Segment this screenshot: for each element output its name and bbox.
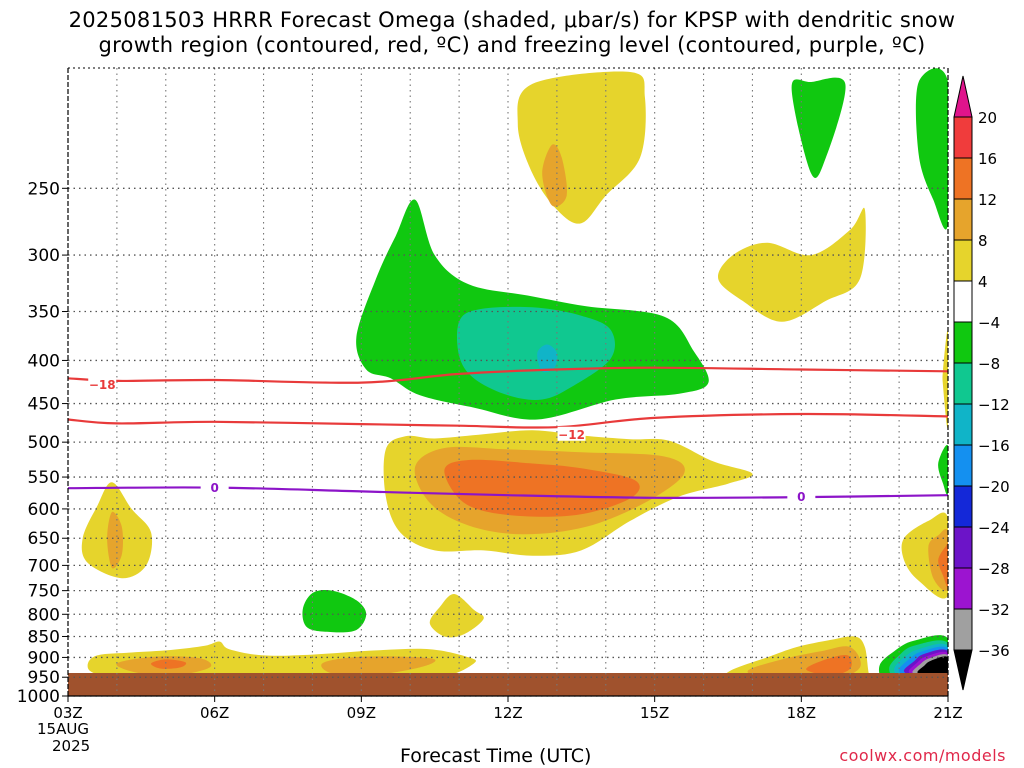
credit-text: coolwx.com/models (839, 746, 1006, 765)
colorbar-label: −16 (978, 437, 1010, 455)
chart-title-line2: growth region (contoured, red, ºC) and f… (98, 33, 926, 57)
x-tick-label: 09Z (347, 704, 376, 722)
y-tick-label: 250 (28, 179, 60, 199)
contour-label: 0 (797, 490, 805, 504)
y-axis-ticks: 2503003504004505005506006507007508008509… (17, 179, 68, 707)
colorbar-label: 4 (978, 273, 988, 291)
contour-labels: −18 −12 0 0 (88, 377, 816, 504)
x-tick-label: 15Z (640, 704, 669, 722)
contour-label: 0 (210, 481, 218, 495)
omega-region-neg4 (915, 68, 948, 230)
colorbar-label: 16 (978, 150, 997, 168)
y-tick-label: 950 (28, 668, 60, 688)
omega-region-8 (107, 511, 123, 569)
colorbar-label: −36 (978, 642, 1010, 660)
x-tick-label: 21Z (933, 704, 962, 722)
omega-region-12 (444, 459, 640, 517)
contour-label-bg (200, 480, 229, 495)
y-tick-label: 800 (28, 605, 60, 625)
colorbar-label: −32 (978, 601, 1010, 619)
colorbar-swatch (953, 526, 973, 569)
omega-region-12 (151, 659, 187, 669)
y-tick-label: 850 (28, 627, 60, 647)
omega-region-8 (542, 144, 568, 207)
y-tick-label: 900 (28, 648, 60, 668)
colorbar-label: −8 (978, 355, 1000, 373)
colorbar-label: −24 (978, 519, 1010, 537)
date-label-year: 2025 (52, 737, 91, 755)
omega-region-12 (806, 654, 852, 676)
contour-label: −12 (558, 428, 585, 442)
date-label-day: 15AUG (37, 720, 89, 738)
omega-region-4 (942, 330, 948, 429)
colorbar-label: 20 (978, 109, 997, 127)
colorbar-swatch (953, 567, 973, 610)
omega-region-neg4 (302, 590, 367, 633)
contour-line-neg18 (68, 366, 948, 384)
contour-label-bg (787, 489, 816, 504)
colorbar-swatch (953, 198, 973, 241)
colorbar-top-triangle (953, 75, 973, 118)
x-tick-label: 12Z (493, 704, 522, 722)
colorbar-swatch (953, 157, 973, 200)
omega-region-neg4 (791, 77, 846, 178)
x-axis-ticks: 03Z 06Z 09Z 12Z 15Z 18Z 21Z (53, 696, 963, 722)
omega-region-neg12 (537, 344, 558, 373)
grid-lines (68, 68, 948, 697)
y-tick-label: 350 (28, 303, 60, 323)
y-tick-label: 650 (28, 529, 60, 549)
colorbar-swatch (953, 403, 973, 446)
y-tick-label: 750 (28, 582, 60, 602)
chart-title-line1: 2025081503 HRRR Forecast Omega (shaded, … (68, 8, 956, 32)
omega-region-neg8 (456, 306, 615, 400)
contour-label-bg (557, 426, 586, 441)
colorbar-swatch (953, 280, 973, 323)
colorbar-label: −20 (978, 478, 1010, 496)
colorbar-label: −12 (978, 396, 1010, 414)
colorbar-label: −28 (978, 560, 1010, 578)
omega-region-8 (321, 656, 436, 676)
colorbar-label: 8 (978, 232, 988, 250)
y-tick-label: 600 (28, 500, 60, 520)
colorbar-swatch (953, 444, 973, 487)
x-tick-label: 06Z (200, 704, 229, 722)
y-tick-label: 400 (28, 351, 60, 371)
x-tick-label: 18Z (787, 704, 816, 722)
colorbar-swatch (953, 362, 973, 405)
y-tick-label: 300 (28, 246, 60, 266)
x-tick-label: 03Z (53, 704, 82, 722)
colorbar-swatch (953, 321, 973, 364)
omega-region-4 (717, 207, 866, 322)
colorbar-swatch (953, 116, 973, 159)
y-tick-label: 550 (28, 468, 60, 488)
colorbar-swatch (953, 239, 973, 282)
colorbar: 20 16 12 8 4 −4 −8 −12 −16 −20 −24 −28 −32 −36 (953, 75, 1010, 691)
colorbar-label: −4 (978, 314, 1000, 332)
colorbar-bottom-triangle (953, 649, 973, 691)
y-tick-label: 450 (28, 395, 60, 415)
colorbar-label: 12 (978, 191, 997, 209)
contour-line-neg12 (68, 412, 948, 429)
omega-region-4 (429, 593, 484, 638)
x-axis-label: Forecast Time (UTC) (400, 745, 592, 767)
colorbar-swatch (953, 485, 973, 528)
contour-label: −18 (89, 378, 116, 392)
y-tick-label: 1000 (17, 687, 60, 707)
contour-label-bg (88, 377, 117, 392)
y-tick-label: 500 (28, 433, 60, 453)
colorbar-swatch (953, 608, 973, 651)
y-tick-label: 700 (28, 556, 60, 576)
omega-region-neg4 (938, 444, 948, 496)
